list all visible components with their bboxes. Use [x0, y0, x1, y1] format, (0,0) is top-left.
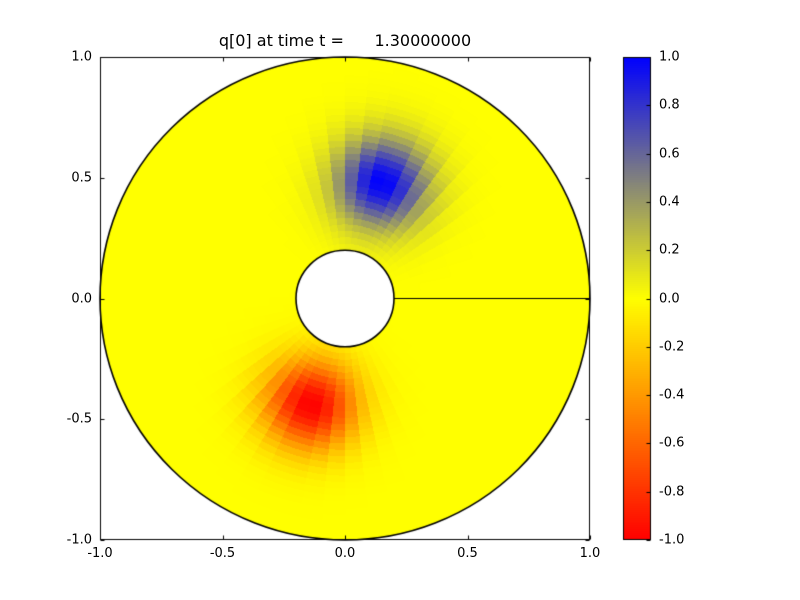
- colorbar-tick-label: -0.2: [659, 339, 685, 355]
- y-tick-label: -0.5: [66, 411, 92, 427]
- colorbar-tick-label: 0.6: [659, 146, 680, 162]
- colorbar-tick-label: -0.4: [659, 387, 685, 403]
- colorbar-tick-label: 0.0: [659, 291, 680, 306]
- x-tick-label: -0.5: [209, 546, 236, 561]
- y-tick-label: 0.5: [71, 170, 92, 186]
- x-tick-label: -1.0: [87, 546, 113, 561]
- colorbar-tick-label: -0.6: [659, 435, 685, 451]
- colorbar-tick-label: -0.8: [659, 484, 685, 500]
- colorbar-tick-label: 0.4: [659, 194, 680, 210]
- y-tick-label: -1.0: [66, 532, 92, 548]
- colorbar-tick-label: -1.0: [659, 532, 685, 548]
- colorbar-tick-label: 0.2: [659, 242, 680, 258]
- x-tick-label: 0.5: [457, 546, 478, 561]
- y-tick-label: 1.0: [71, 49, 92, 65]
- plot-title: q[0] at time t = 1.30000000: [218, 31, 472, 50]
- x-tick-label: 1.0: [579, 546, 601, 561]
- colorbar-tick-label: 1.0: [659, 49, 680, 65]
- x-tick-label: 0.0: [334, 546, 356, 561]
- y-tick-label: 0.0: [71, 291, 92, 306]
- colorbar-tick-label: 0.8: [659, 97, 680, 113]
